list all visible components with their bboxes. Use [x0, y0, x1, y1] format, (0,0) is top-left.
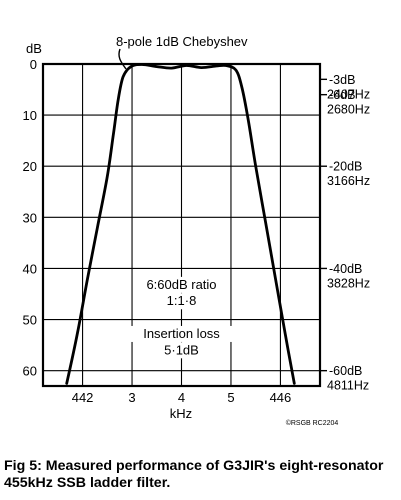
right-db-label: -60dB	[329, 364, 362, 378]
chart-title: 8-pole 1dB Chebyshev	[116, 34, 248, 49]
figure-caption: Fig 5: Measured performance of G3JIR's e…	[4, 458, 384, 491]
y-tick-label: 40	[23, 261, 37, 276]
x-tick-label: 446	[270, 390, 292, 405]
right-freq-label: 3828Hz	[327, 276, 370, 290]
x-tick-label: 3	[128, 390, 135, 405]
filter-response-chart: 0 10 20 30 40 50 60 442 3 4 5 446 -3dB2407Hz-6dB26…	[23, 34, 371, 427]
annotation-text: 5·1dB	[164, 342, 199, 357]
right-db-label: -6dB	[329, 88, 355, 102]
y-tick-label: 10	[23, 108, 37, 123]
y-tick-label: 30	[23, 210, 37, 225]
annotation-text: 6:60dB ratio	[146, 277, 216, 292]
right-freq-label: 3166Hz	[327, 174, 370, 188]
title-leader	[118, 48, 127, 70]
response-curve	[65, 63, 296, 385]
plot-frame	[41, 62, 322, 388]
copyright-mark: ©RSGB RC2204	[286, 419, 339, 427]
right-freq-label: 4811Hz	[327, 379, 369, 393]
right-freq-label: 2407Hz	[327, 87, 370, 101]
annotation-backing	[160, 342, 203, 359]
y-tick-label: 20	[23, 159, 37, 174]
right-db-label: -20dB	[329, 160, 362, 174]
x-axis-label: kHz	[170, 406, 192, 421]
y-tick-label: 60	[23, 364, 37, 379]
x-tick-label: 4	[178, 390, 185, 405]
y-tick-label: 50	[23, 313, 37, 328]
x-axis: 442 3 4 5 446	[72, 390, 292, 405]
annotation-backing	[160, 293, 203, 310]
annotation-text: 1:1·8	[167, 293, 197, 308]
annotation-backing	[128, 325, 235, 342]
y-axis-label: dB	[26, 41, 42, 56]
annotation-backing	[135, 276, 228, 293]
right-db-label: -40dB	[329, 262, 362, 276]
x-tick-label: 442	[72, 390, 94, 405]
y-tick-label: 0	[30, 57, 37, 72]
right-freq-label: 2680Hz	[327, 103, 370, 117]
x-tick-label: 5	[227, 390, 234, 405]
annotation-text: Insertion loss	[143, 326, 220, 341]
y-axis: 0 10 20 30 40 50 60	[23, 57, 37, 379]
right-db-label: -3dB	[329, 73, 355, 87]
